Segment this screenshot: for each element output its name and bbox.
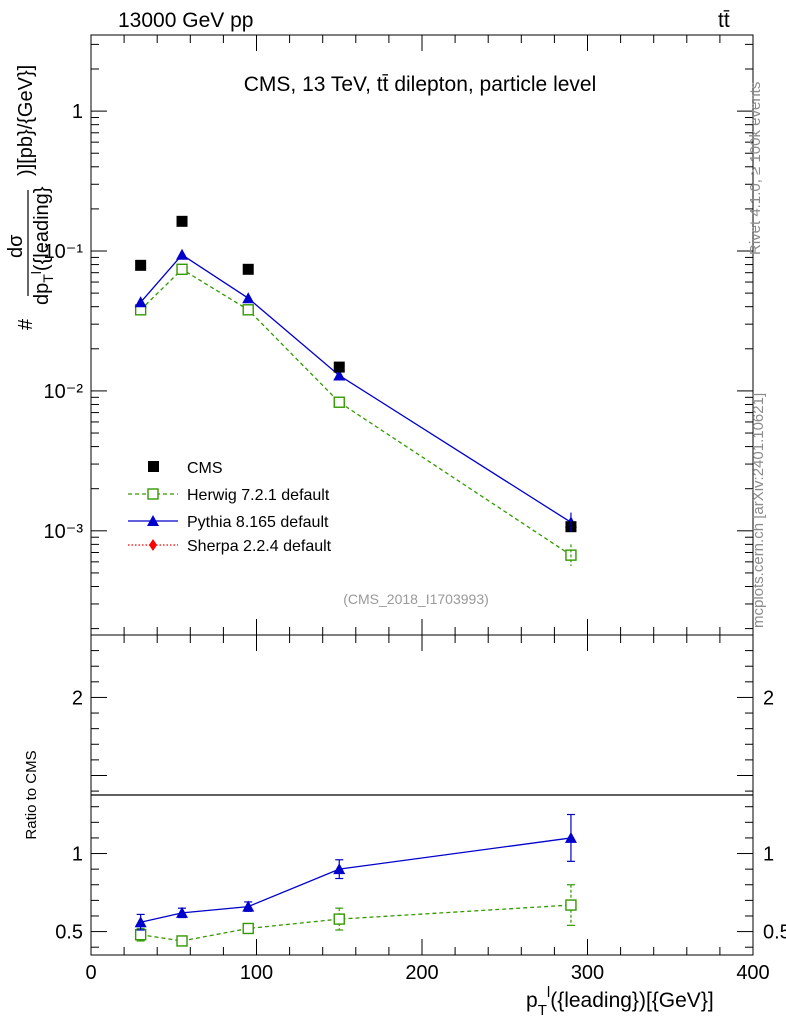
y-tick-label-ratio: 2 — [72, 687, 83, 709]
chart-title: CMS, 13 TeV, tt̄ dilepton, particle leve… — [244, 73, 597, 96]
y-axis-label-main: # dσ dpTl({leading} )][pb}/{GeV}] — [5, 65, 56, 330]
y-tick-label-main: 10⁻¹ — [44, 241, 84, 263]
svg-text:dσ: dσ — [5, 234, 27, 258]
header-final-state: tt̄ — [718, 9, 730, 32]
marker-cms — [333, 361, 345, 373]
marker-cms — [135, 259, 147, 271]
marker-pythia — [333, 369, 346, 381]
marker-cms — [176, 215, 188, 227]
x-axis-label: pTl({leading})[{GeV}] — [526, 984, 714, 1019]
rivet-label: Rivet 4.1.0, ≥ 100k events — [747, 82, 764, 255]
y-tick-label-main: 10⁻³ — [44, 521, 84, 543]
marker-pythia — [176, 906, 189, 918]
mcplots-label: mcplots.cern.ch [arXiv:2401.10621] — [750, 393, 767, 628]
y-tick-label-ratio-right: 0.5 — [763, 922, 786, 944]
marker-herwig — [134, 929, 147, 941]
x-tick-label: 400 — [736, 962, 769, 984]
y-tick-label-ratio-right: 2 — [763, 687, 774, 709]
legend: CMS Herwig 7.2.1 default Pythia 8.165 de… — [128, 460, 332, 555]
marker-herwig — [242, 304, 254, 316]
y-axis-label-ratio: Ratio to CMS — [23, 750, 40, 839]
svg-text:dpTl({leading}: dpTl({leading} — [28, 186, 56, 305]
legend-marker-pythia — [147, 515, 159, 526]
marker-pythia — [564, 831, 577, 843]
svg-text:)][pb}/{GeV}]: )][pb}/{GeV}] — [15, 65, 37, 176]
y-tick-label-ratio: 0.5 — [55, 922, 83, 944]
legend-marker-herwig — [147, 488, 159, 500]
marker-pythia — [242, 900, 255, 912]
ratio-axis-ticks: 0.5 0.5 1 1 2 2 — [55, 650, 786, 948]
marker-pythia — [134, 296, 147, 308]
legend-marker-cms — [148, 461, 159, 472]
marker-herwig — [333, 913, 345, 925]
y-tick-label-ratio: 1 — [72, 844, 83, 866]
svg-text:#: # — [15, 318, 37, 330]
main-series-layer — [134, 215, 577, 567]
x-axis-ticks: 0 100 200 300 400 — [85, 35, 770, 984]
main-line-herwig — [140, 268, 572, 556]
header-process: 13000 GeV pp — [118, 9, 253, 32]
legend-label-herwig: Herwig 7.2.1 default — [187, 487, 330, 504]
y-tick-label-main: 1 — [72, 101, 83, 123]
analysis-tag: (CMS_2018_I1703993) — [343, 591, 489, 607]
marker-herwig — [333, 396, 345, 408]
ratio-line-pythia — [140, 837, 572, 923]
marker-herwig — [565, 899, 577, 911]
legend-label-sherpa: Sherpa 2.2.4 default — [187, 538, 332, 555]
marker-herwig — [176, 263, 188, 276]
legend-label-cms: CMS — [187, 460, 223, 477]
x-tick-label: 100 — [240, 962, 273, 984]
x-tick-label: 300 — [571, 962, 604, 984]
legend-marker-sherpa — [149, 539, 157, 551]
x-tick-label: 0 — [85, 962, 96, 984]
marker-pythia — [242, 292, 255, 304]
marker-cms — [242, 263, 254, 275]
marker-pythia — [134, 916, 147, 928]
svg-text:pTl({leading})[{GeV}]: pTl({leading})[{GeV}] — [526, 984, 714, 1019]
legend-label-pythia: Pythia 8.165 default — [187, 514, 329, 531]
y-tick-label-ratio-right: 1 — [763, 844, 774, 866]
marker-herwig — [176, 935, 188, 947]
ratio-series-layer — [134, 813, 577, 947]
y-tick-label-main: 10⁻² — [44, 381, 84, 403]
x-tick-label: 200 — [405, 962, 438, 984]
marker-pythia — [176, 248, 189, 260]
marker-herwig — [242, 922, 254, 935]
main-axis-ticks: 1 10⁻¹ 10⁻² 10⁻³ — [44, 43, 753, 630]
marker-pythia — [333, 863, 346, 875]
main-line-pythia — [140, 253, 572, 523]
